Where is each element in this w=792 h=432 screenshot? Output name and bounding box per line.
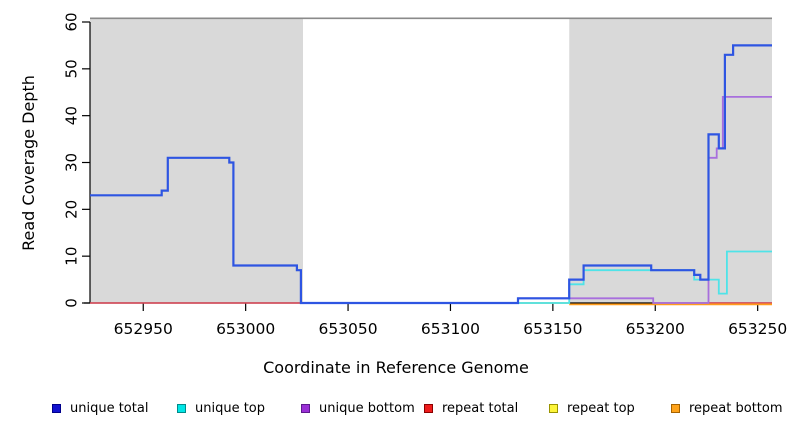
legend-label: unique top xyxy=(195,400,266,416)
repeat-bottom-swatch-icon xyxy=(671,403,680,413)
x-tick-label: 653000 xyxy=(216,320,275,338)
x-tick-label: 653100 xyxy=(421,320,480,338)
legend-item-repeat-top: repeat top xyxy=(549,399,635,417)
legend-label: repeat total xyxy=(442,400,519,416)
repeat-region-1 xyxy=(90,19,303,303)
repeat-region-2 xyxy=(569,19,772,303)
y-axis-label: Read Coverage Depth xyxy=(19,75,38,251)
repeat-top-swatch-icon xyxy=(549,403,558,413)
unique-top-swatch-icon xyxy=(177,403,186,413)
legend-item-repeat-total: repeat total xyxy=(424,399,518,417)
unique-bottom-swatch-icon xyxy=(301,403,310,413)
plot-canvas: 0 10 20 30 40 50 60 652950 653000 653050 653100 653… xyxy=(63,12,788,338)
legend-label: repeat top xyxy=(567,400,635,416)
x-tick-label: 653200 xyxy=(626,320,685,338)
x-tick-label: 653250 xyxy=(728,320,787,338)
legend: unique total unique top unique bottom re… xyxy=(0,399,792,421)
x-tick-label: 652950 xyxy=(114,320,173,338)
y-tick-label: 40 xyxy=(63,106,81,125)
series-lines xyxy=(90,44,772,306)
unique-total-swatch-icon xyxy=(52,403,61,413)
y-tick-label: 30 xyxy=(63,153,81,172)
legend-item-repeat-bottom: repeat bottom xyxy=(671,399,783,417)
y-tick-label: 10 xyxy=(63,247,81,266)
legend-label: repeat bottom xyxy=(689,400,783,416)
series-line-unique-bottom xyxy=(518,96,772,304)
y-tick-label: 20 xyxy=(63,200,81,219)
legend-item-unique-total: unique total xyxy=(52,399,148,417)
repeat-total-swatch-icon xyxy=(424,403,433,413)
legend-label: unique bottom xyxy=(319,400,415,416)
series-line-unique-total xyxy=(90,44,772,305)
x-axis-label: Coordinate in Reference Genome xyxy=(263,358,529,377)
x-tick-label: 653150 xyxy=(523,320,582,338)
y-tick-label: 0 xyxy=(63,298,81,308)
x-tick-label: 653050 xyxy=(318,320,377,338)
legend-item-unique-top: unique top xyxy=(177,399,265,417)
legend-item-unique-bottom: unique bottom xyxy=(301,399,415,417)
y-tick-label: 50 xyxy=(63,59,81,78)
legend-label: unique total xyxy=(70,400,149,416)
y-tick-label: 60 xyxy=(63,12,81,31)
